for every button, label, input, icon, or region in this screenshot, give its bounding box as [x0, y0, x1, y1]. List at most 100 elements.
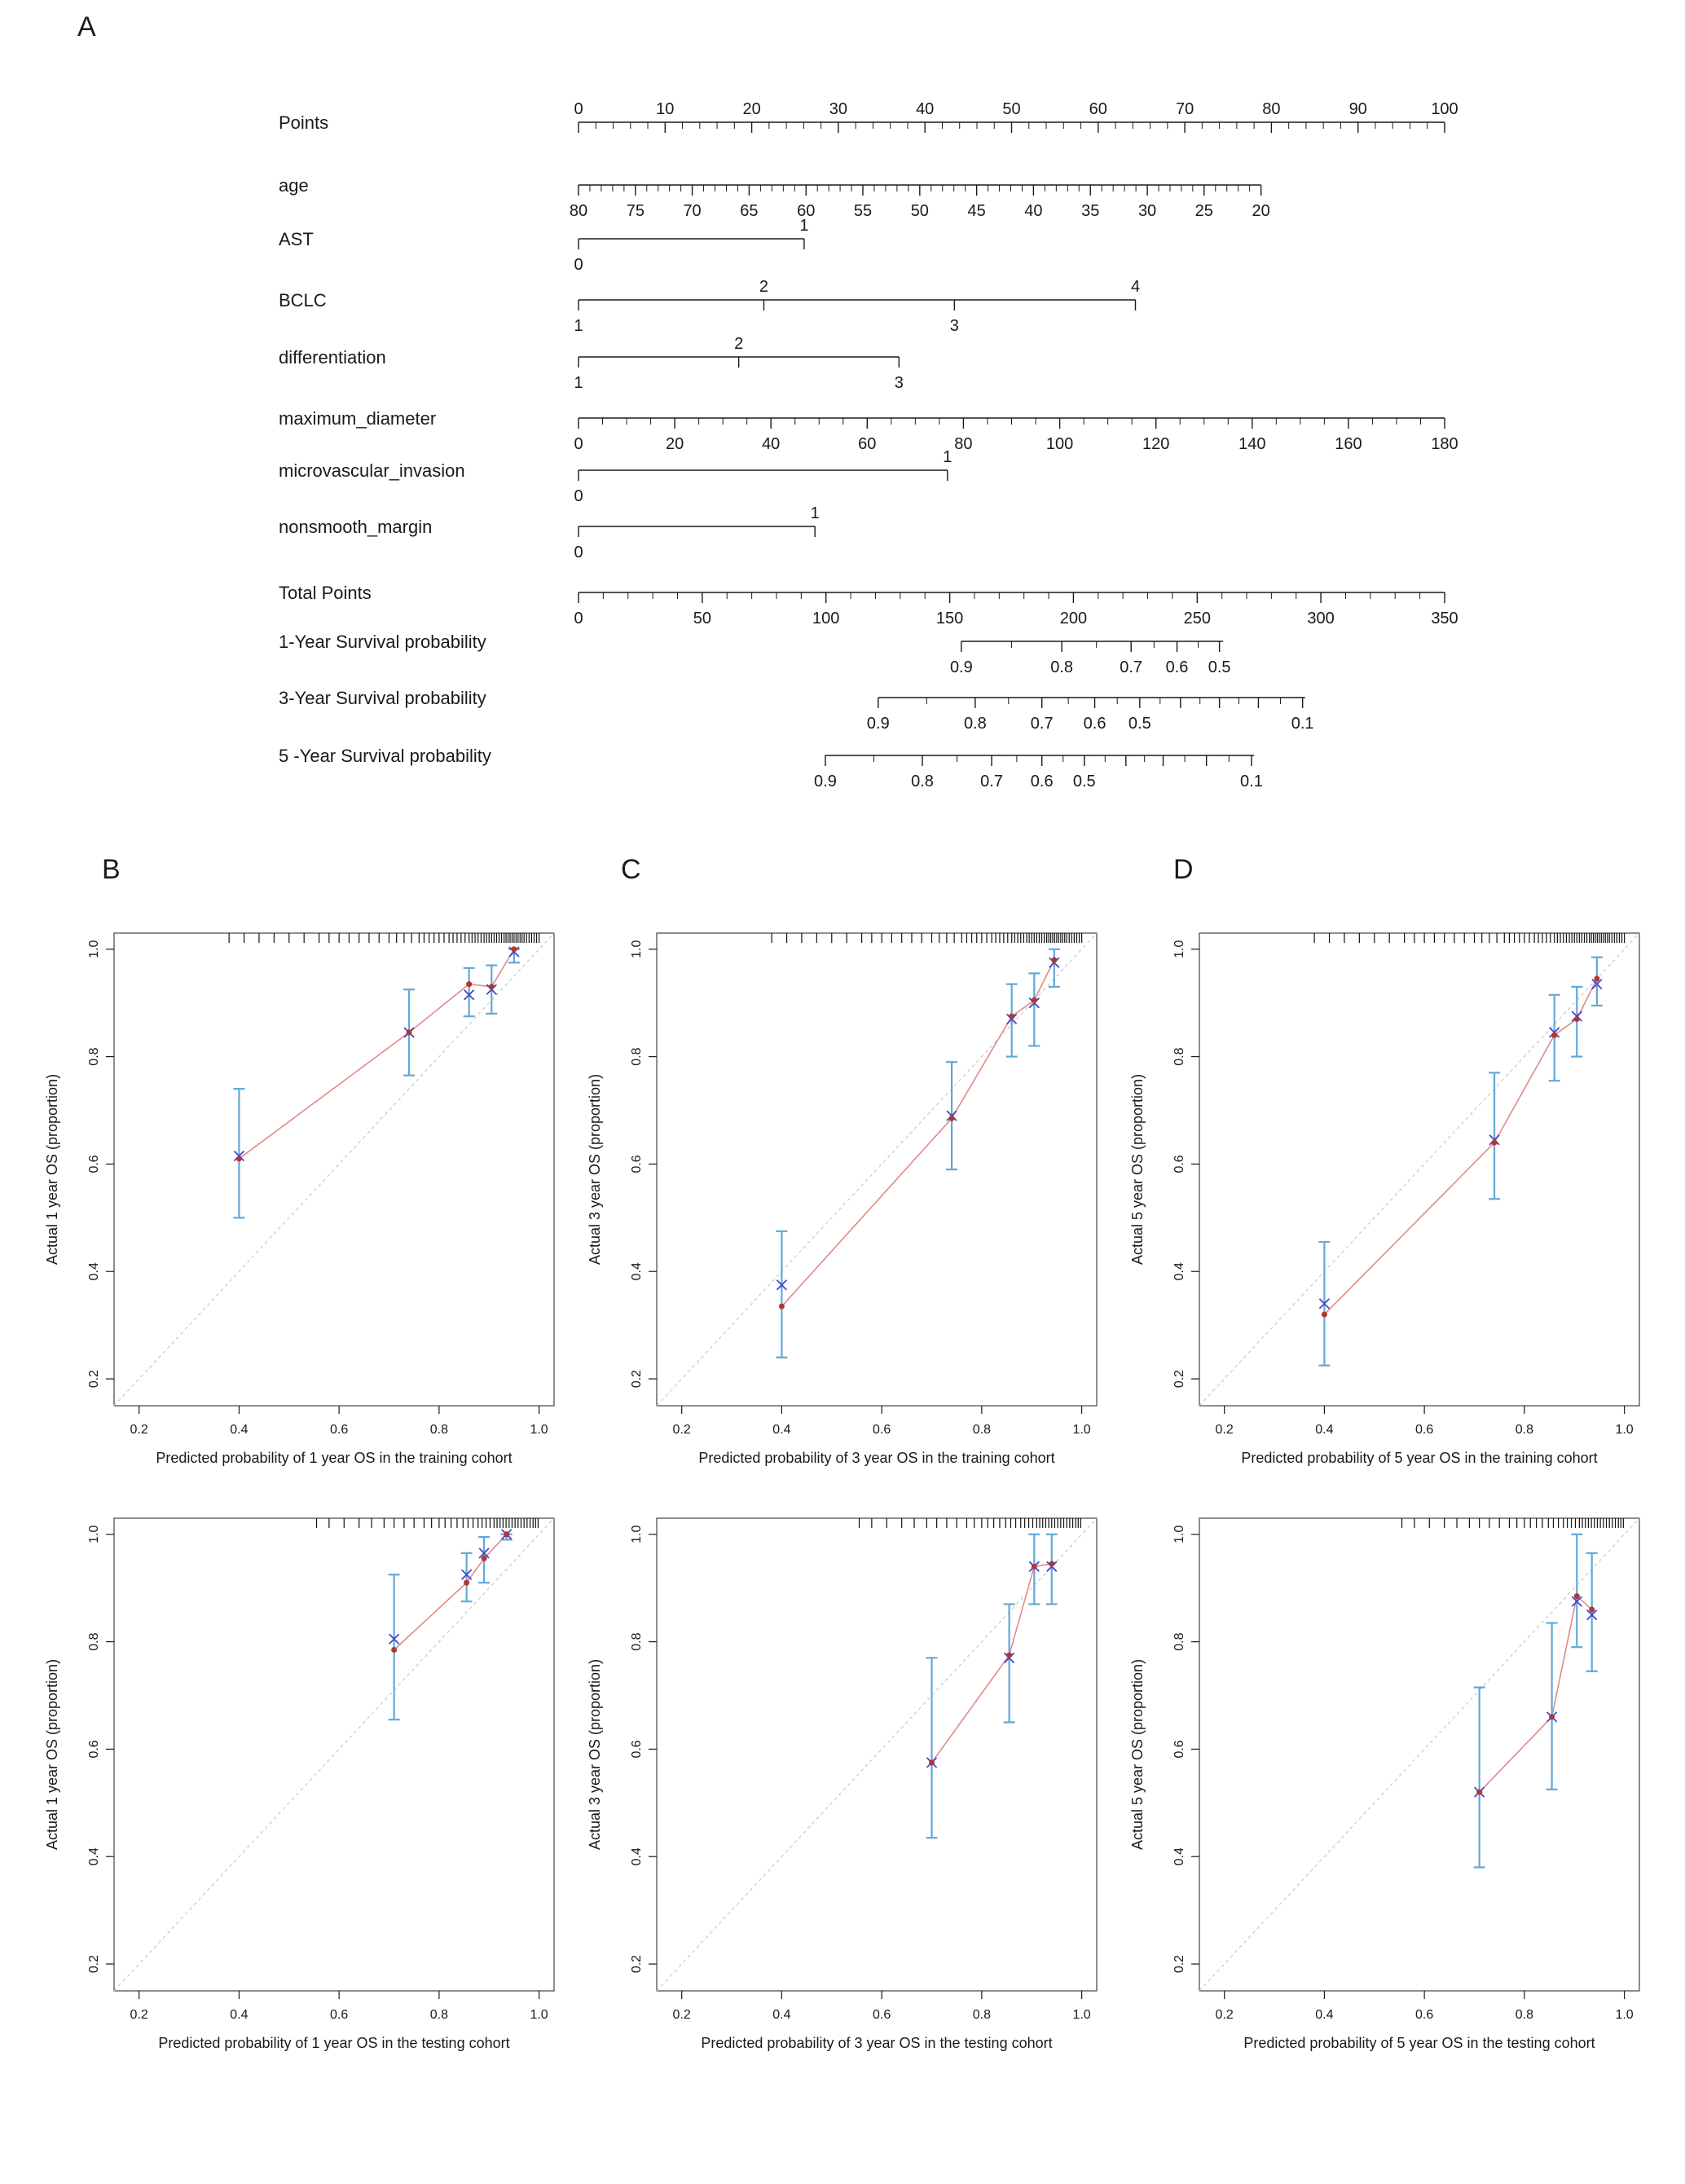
y-tick-label: 1.0 [87, 1526, 101, 1543]
nomogram-tick-label: 80 [1262, 100, 1280, 118]
y-tick-label: 0.6 [87, 1155, 101, 1173]
nomogram-tick-label: 60 [797, 202, 815, 220]
bias-corrected-marker [1476, 1789, 1483, 1795]
y-axis-title: Actual 5 year OS (proportion) [1129, 1074, 1146, 1265]
nomogram-tick-label: 50 [911, 202, 929, 220]
bias-corrected-marker [488, 984, 495, 990]
calibration-point [478, 1535, 491, 1584]
plot-frame [1199, 932, 1640, 1407]
bias-corrected-marker [1589, 1606, 1595, 1613]
nomogram-tick-label: 160 [1335, 435, 1362, 453]
ideal-line [656, 932, 1098, 1407]
ideal-line [113, 1517, 555, 1992]
nomogram-tick-label: 0.8 [964, 715, 987, 733]
nomogram-tick-label: 20 [1252, 202, 1270, 220]
nomogram-tick-label: 70 [683, 202, 701, 220]
nomogram-tick-label: 80 [570, 202, 587, 220]
x-tick-label: 0.6 [1415, 2008, 1433, 2022]
calibration-point [1590, 956, 1603, 1007]
x-axis-title: Predicted probability of 5 year OS in th… [1243, 2035, 1595, 2051]
calibration-plot-1yr-training: 0.2 0.4 0.6 0.8 1.0 0.2 0.4 0.6 0.8 1.0 Predicted … [33, 900, 570, 1471]
panel-label-d: D [1173, 854, 1194, 885]
nomogram-tick-label: 0.7 [1031, 715, 1054, 733]
nomogram-row-nonsmooth_margin: nonsmooth_margin 0 1 [279, 504, 820, 561]
bias-corrected-line [1479, 1595, 1593, 1793]
bias-corrected-marker [1321, 1311, 1327, 1318]
nomogram-tick-label: 0 [574, 435, 583, 453]
nomogram-tick-label: 0 [574, 487, 583, 505]
bias-corrected-marker [1573, 1593, 1580, 1600]
bias-corrected-marker [1594, 975, 1600, 982]
apparent-x-marker [460, 1569, 473, 1580]
apparent-x-marker [776, 1279, 788, 1291]
x-tick-label: 0.4 [1315, 1423, 1333, 1437]
rug-marks [858, 1518, 1081, 1528]
x-tick-label: 1.0 [1072, 2008, 1090, 2022]
bias-corrected-marker [466, 981, 473, 988]
y-tick-label: 0.8 [87, 1632, 101, 1650]
x-tick-label: 0.4 [230, 2008, 248, 2022]
y-tick-label: 0.2 [87, 1955, 101, 1973]
calibration-point [1005, 983, 1018, 1058]
x-tick-label: 0.6 [873, 2008, 891, 2022]
apparent-x-marker [478, 1548, 490, 1559]
calibration-point [388, 1574, 400, 1721]
calibration-point [1045, 1533, 1058, 1605]
calibration-point [926, 1657, 938, 1839]
x-tick-label: 0.8 [973, 2008, 991, 2022]
y-axis-title: Actual 1 year OS (proportion) [44, 1659, 60, 1850]
bias-corrected-marker [1009, 1013, 1015, 1019]
rug-marks [228, 933, 540, 943]
bias-corrected-marker [1031, 997, 1037, 1003]
nomogram-tick-label: 1 [574, 374, 583, 392]
x-tick-label: 1.0 [1072, 1423, 1090, 1437]
y-tick-label: 0.6 [1172, 1155, 1186, 1173]
nomogram-tick-label: 3 [895, 374, 904, 392]
bias-corrected-marker [1006, 1652, 1013, 1658]
nomogram-tick-label: 2 [759, 278, 768, 296]
nomogram-tick-label: 50 [1002, 100, 1020, 118]
nomogram-row-surv5: 5 -Year Survival probability 0.9 0.8 0.7 0.6… [279, 746, 1263, 790]
bias-corrected-marker [464, 1579, 470, 1586]
calibration-point [500, 1529, 513, 1541]
y-tick-label: 1.0 [630, 1526, 644, 1543]
apparent-x-marker [388, 1633, 400, 1645]
nomogram-tick-label: 90 [1349, 100, 1367, 118]
x-tick-label: 0.2 [130, 1423, 148, 1437]
plot-frame [656, 932, 1098, 1407]
nomogram-row-label: maximum_diameter [279, 408, 436, 429]
y-tick-label: 0.6 [87, 1740, 101, 1758]
x-axis-title: Predicted probability of 3 year OS in th… [701, 2035, 1052, 2051]
nomogram-row-microvascular_invasion: microvascular_invasion 0 1 [279, 448, 952, 505]
calibration-point [1028, 1533, 1040, 1605]
nomogram-tick-label: 300 [1307, 610, 1334, 627]
x-tick-label: 1.0 [1615, 1423, 1633, 1437]
nomogram-row-differentiation: differentiation 1 2 3 [279, 335, 904, 392]
bias-corrected-marker [1031, 1563, 1037, 1570]
nomogram-tick-label: 45 [968, 202, 986, 220]
y-tick-label: 0.8 [87, 1047, 101, 1065]
calibration-point [1571, 1533, 1583, 1649]
y-tick-label: 0.4 [1172, 1262, 1186, 1280]
nomogram-row-label: differentiation [279, 347, 386, 368]
nomogram-tick-label: 100 [1046, 435, 1073, 453]
calibration-point [1571, 985, 1583, 1058]
calibration-point [1318, 1240, 1331, 1367]
x-tick-label: 0.6 [873, 1423, 891, 1437]
x-axis-title: Predicted probability of 1 year OS in th… [158, 2035, 509, 2051]
y-tick-label: 0.4 [87, 1847, 101, 1865]
calibration-plot-5yr-training: 0.2 0.4 0.6 0.8 1.0 0.2 0.4 0.6 0.8 1.0 Predicted … [1118, 900, 1656, 1471]
nomogram-row-label: Total Points [279, 583, 372, 603]
bias-corrected-marker [511, 946, 517, 953]
nomogram-tick-label: 10 [656, 100, 674, 118]
bias-corrected-marker [929, 1759, 935, 1766]
bias-corrected-line [238, 949, 515, 1160]
x-axis-title: Predicted probability of 3 year OS in th… [698, 1450, 1054, 1466]
nomogram-tick-label: 100 [1431, 100, 1458, 118]
apparent-x-marker [1571, 1596, 1582, 1607]
nomogram-tick-label: 40 [916, 100, 934, 118]
y-tick-label: 0.2 [1172, 1955, 1186, 1973]
nomogram-row-label: microvascular_invasion [279, 460, 465, 481]
y-axis-title: Actual 5 year OS (proportion) [1129, 1659, 1146, 1850]
